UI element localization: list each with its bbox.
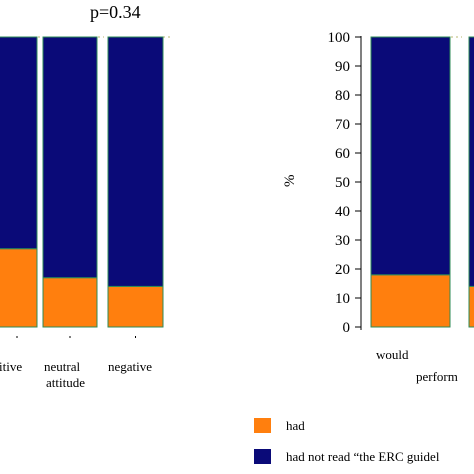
right-bar-0-had-not [370,36,451,276]
right-y-tick-label-9: 90 [335,59,350,75]
right-y-tick-label-0: 0 [343,320,351,336]
legend-label-had: had [286,418,305,433]
right-y-tick-label-8: 80 [335,88,350,104]
legend-swatch-had [254,418,271,433]
left-bar-2-had [107,285,164,328]
left-category-label-2: negative [108,359,152,374]
left-category-ticks [16,336,136,338]
right-y-tick-label-3: 30 [335,233,350,249]
right-bar-1-had-not [468,36,474,287]
right-y-tick-label-1: 10 [335,291,350,307]
left-bar-2-had-not [107,36,164,287]
left-category-label-1: neutral attitude [44,359,85,390]
left-bar-1-had [42,277,98,328]
left-bar-0-had-not [0,36,38,250]
right-y-tick-label-6: 60 [335,146,350,162]
legend-swatch-had-not [254,449,271,464]
right-y-tick-label-7: 70 [335,117,350,133]
right-y-tick-label-4: 40 [335,204,350,220]
left-title: p=0.34 [90,2,141,22]
left-panel: p=0.34 itive neutral attitude negative [0,2,172,390]
right-category-label-0-line-1: would [376,347,409,362]
left-bars [0,36,164,328]
right-panel: % 0 10 20 30 40 50 60 70 80 90 100 would perform [282,30,474,384]
right-y-tick-label-10: 100 [328,30,351,46]
legend: had had not read “the ERC guidel [254,418,440,464]
legend-label-had-not: had not read “the ERC guidel [286,449,440,464]
right-y-tick-label-2: 20 [335,262,350,278]
left-category-label-0: itive [0,359,22,374]
right-bars [370,36,474,328]
left-category-label-1-line-1: neutral [44,359,80,374]
right-category-label-0-line-2: perform [416,369,458,384]
right-bar-0-had [370,274,451,328]
left-bar-0-had [0,248,38,328]
right-category-label-0: would perform [376,347,458,384]
right-y-axis-label: % [282,175,298,188]
right-y-ticks: 0 10 20 30 40 50 60 70 80 90 100 [328,30,361,336]
left-category-label-1-line-2: attitude [46,375,85,390]
right-bar-1-had [468,285,474,328]
left-bar-1-had-not [42,36,98,279]
right-y-tick-label-5: 50 [335,175,350,191]
